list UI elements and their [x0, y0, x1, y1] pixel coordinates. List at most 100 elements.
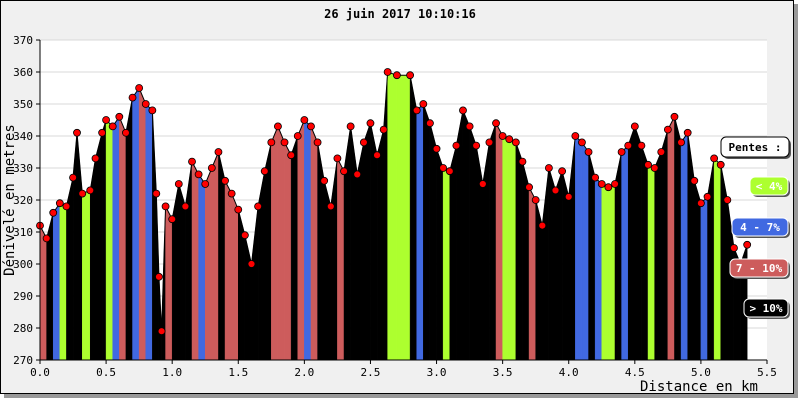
data-point [703, 192, 712, 201]
data-point [383, 68, 392, 76]
y-tick-label: 360 [13, 66, 33, 79]
x-tick-label: 5.5 [757, 366, 777, 379]
slope-segment [594, 177, 603, 361]
data-point [657, 148, 666, 156]
slope-segment [387, 71, 398, 361]
slope-segment [59, 202, 67, 361]
slope-segment [198, 173, 206, 361]
slope-segment [95, 132, 103, 361]
slope-segment [700, 196, 708, 361]
data-point [73, 128, 81, 137]
y-tick-label: 280 [13, 322, 33, 335]
slope-segment [310, 126, 318, 361]
x-tick-label: 5.0 [691, 366, 711, 379]
slope-segment [82, 190, 91, 361]
data-point [591, 173, 600, 182]
data-point [584, 148, 593, 156]
y-tick-label: 370 [13, 34, 33, 47]
data-point [426, 119, 434, 128]
data-point [663, 125, 672, 134]
x-tick-label: 3.0 [427, 366, 447, 379]
slope-segment [178, 183, 186, 361]
data-point [152, 189, 161, 198]
data-point [677, 138, 685, 147]
data-point [518, 157, 527, 166]
slope-segment [654, 151, 662, 361]
slope-segment [508, 138, 517, 361]
slope-segment [204, 167, 213, 361]
data-point [743, 240, 752, 249]
data-point [267, 138, 276, 147]
slope-segment [694, 180, 702, 361]
data-point [604, 183, 613, 192]
data-point [346, 122, 355, 131]
data-point [571, 132, 580, 140]
slope-segment [423, 103, 431, 361]
data-point [597, 180, 606, 188]
x-tick-label: 4.5 [625, 366, 645, 379]
x-tick-label: 0.5 [96, 366, 116, 379]
data-point [55, 199, 64, 208]
slope-segment [555, 171, 563, 361]
data-point [333, 154, 342, 163]
slope-segment [462, 110, 470, 361]
data-point [366, 119, 375, 128]
slope-segment [337, 158, 345, 361]
frame-shadow-bottom [4, 394, 798, 398]
data-point [287, 151, 296, 160]
data-points [36, 68, 752, 336]
slope-fills [39, 71, 748, 361]
legend-label: 4 - 7% [740, 221, 780, 234]
y-tick-label: 340 [13, 130, 33, 143]
data-point [439, 164, 448, 172]
data-point [91, 154, 100, 163]
x-tick-label: 3.5 [493, 366, 513, 379]
data-point [135, 84, 144, 92]
data-point [128, 93, 137, 102]
data-point [194, 170, 203, 179]
data-point [511, 138, 520, 147]
data-point [392, 71, 401, 80]
data-point [141, 100, 150, 108]
slope-segment [627, 126, 636, 361]
data-point [697, 199, 705, 208]
data-point [174, 180, 183, 188]
x-tick-label: 4.0 [559, 366, 579, 379]
data-point [247, 260, 256, 268]
slope-segment [224, 180, 232, 361]
data-point [690, 176, 699, 185]
x-axis-label: Distance en km [640, 379, 758, 395]
slope-segment [145, 103, 153, 361]
data-point [611, 180, 619, 188]
data-point [558, 167, 567, 176]
data-point [227, 189, 236, 198]
data-point [624, 141, 633, 150]
data-point [683, 128, 692, 137]
data-point [201, 180, 210, 188]
data-point [492, 119, 500, 128]
slope-segment [647, 164, 655, 361]
y-tick-labels: 270 280 290 300 310 320 330 340 350 360 370 [13, 34, 40, 367]
data-point [730, 244, 738, 252]
data-point [551, 186, 560, 195]
slope-segment [489, 123, 497, 361]
data-point [531, 196, 540, 204]
data-point [280, 138, 289, 147]
slope-segment [641, 145, 649, 361]
data-point [485, 138, 494, 147]
data-point [419, 100, 428, 108]
data-point [452, 141, 461, 150]
data-point [313, 138, 322, 147]
data-point [98, 128, 107, 137]
data-point [723, 196, 732, 204]
slope-segment [304, 119, 312, 361]
data-point [617, 148, 626, 156]
data-point [62, 202, 71, 211]
legend-swatch [743, 298, 789, 318]
data-point [78, 189, 87, 198]
data-point [320, 176, 329, 185]
data-point [157, 327, 166, 336]
data-point [168, 215, 177, 224]
data-point [578, 138, 586, 147]
data-point [155, 272, 163, 281]
